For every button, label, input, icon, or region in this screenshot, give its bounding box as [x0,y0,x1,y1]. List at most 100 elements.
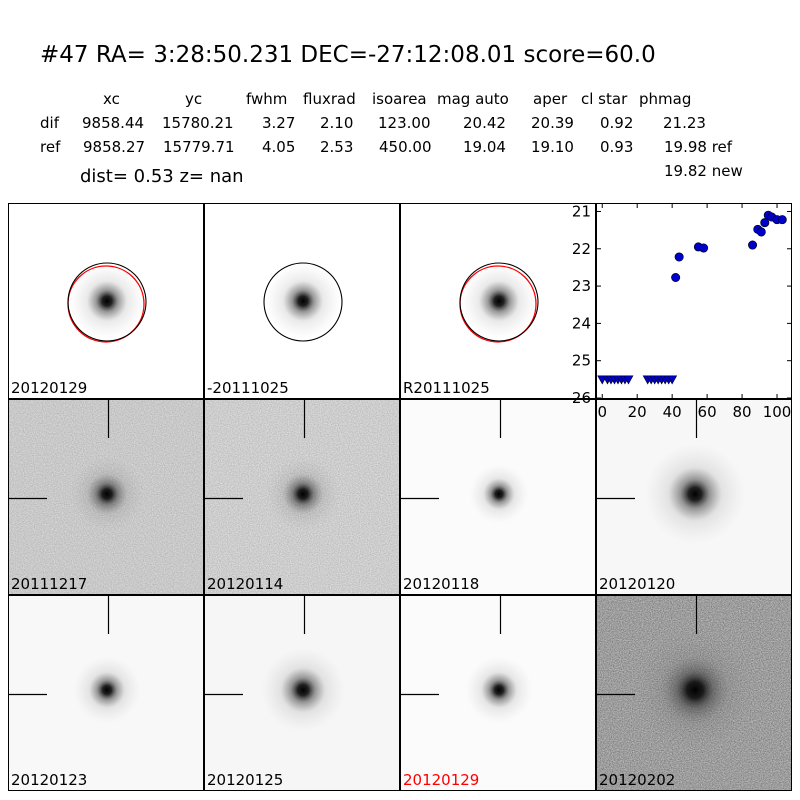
stamp-image [205,596,345,732]
ref-phmag: 19.98 ref [664,138,733,156]
row-ref-label: ref [40,138,61,156]
stamp-image [401,400,529,524]
stamp-panel: 20120125 [204,595,400,791]
new-phmag: 19.82 new [664,162,743,180]
x-tick-label: 100 [763,403,792,421]
ref-isoarea: 450.00 [379,138,432,156]
col-cl-star: cl star [581,90,628,108]
col-aper: aper [533,90,568,108]
dif-aper: 20.39 [531,114,574,132]
aperture-circle [459,262,539,342]
dif-yc: 15780.21 [162,114,234,132]
stamp-panel: 20111217 [8,399,204,595]
dif-mag-auto: 20.42 [463,114,506,132]
col-yc: yc [185,90,203,108]
col-mag-auto: mag auto [437,90,509,108]
x-tick-label: 60 [698,403,717,421]
star-source [87,281,127,321]
stamp-date-label: 20120129 [403,771,480,789]
dif-cl-star: 0.92 [600,114,634,132]
star-source [283,281,323,321]
detection-point [748,240,758,250]
stamp-date-label: 20120123 [11,771,88,789]
star-source [483,478,515,510]
detection-point [699,243,709,253]
stamp-panel: 20120118 [400,399,596,595]
stamp-image [9,400,203,594]
aperture-circle [67,262,147,342]
dif-fluxrad: 2.10 [320,114,354,132]
stamp-date-label: 20111217 [11,575,88,593]
stamp-image [205,400,399,594]
aperture-circle [263,262,343,342]
upper-limit-marker [667,375,678,385]
stamp-panel: 20120129 [400,595,596,791]
stamp-image [401,596,533,724]
y-tick-label: 23 [572,277,591,295]
lightcurve-chart: 21 22 23 24 25 26 0 20 40 60 80 100 [572,202,792,421]
ref-mag-auto: 19.04 [463,138,506,156]
stamp-image [459,262,539,343]
stamp-image [597,596,791,790]
row-dif-label: dif [40,114,59,132]
stamp-date-label: R20111025 [403,379,490,397]
y-tick-label: 22 [572,240,591,258]
page-title: #47 RA= 3:28:50.231 DEC=-27:12:08.01 sco… [40,42,656,68]
upper-limit-marker [623,375,634,385]
col-xc: xc [103,90,120,108]
x-tick-label: 20 [628,403,647,421]
stamp-date-label: 20120118 [403,575,480,593]
ref-fluxrad: 2.53 [320,138,354,156]
col-phmag: phmag [639,90,692,108]
star-source [87,474,127,514]
star-source [283,474,323,514]
stamp-image [263,262,343,342]
stamp-panel: 20120114 [204,399,400,595]
dif-phmag: 21.23 [663,114,706,132]
stamp-panel: 20120123 [8,595,204,791]
stamp-panel: R20111025 [400,203,596,399]
stamp-date-label: 20120129 [11,379,88,397]
detection-point [756,227,766,237]
star-source [281,668,325,712]
dist-z-readout: dist= 0.53 z= nan [80,166,244,187]
stamp-date-label: -20111025 [207,379,289,397]
stamp-panel: 20120202 [596,595,792,791]
y-tick-label: 21 [572,202,591,220]
y-tick-label: 24 [572,314,591,332]
detection-point [777,215,787,225]
stamp-panel: 20120120 [596,399,792,595]
stamp-date-label: 20120114 [207,575,284,593]
star-source [481,672,517,708]
star-source [479,281,519,321]
stamp-image [9,596,141,724]
ref-aper: 19.10 [531,138,574,156]
ref-yc: 15779.71 [163,138,235,156]
detection-point [760,218,770,228]
ref-cl-star: 0.93 [600,138,634,156]
stamp-date-label: 20120120 [599,575,676,593]
dif-xc: 9858.44 [82,114,145,132]
stamp-panel: 20120129 [8,203,204,399]
x-tick-label: 0 [597,403,607,421]
star-source [89,672,125,708]
stamp-panel: -20111025 [204,203,400,399]
y-tick-label: 25 [572,352,591,370]
col-isoarea: isoarea [372,90,427,108]
ref-xc: 9858.27 [83,138,146,156]
stamp-image [67,262,147,343]
star-source [668,467,722,521]
stamp-date-label: 20120202 [599,771,676,789]
col-fwhm: fwhm [246,90,288,108]
dif-fwhm: 3.27 [262,114,296,132]
stamp-image [597,400,746,545]
x-tick-label: 40 [663,403,682,421]
ref-fwhm: 4.05 [262,138,296,156]
detection-point [671,272,681,282]
x-tick-label: 80 [733,403,752,421]
star-source [662,657,728,723]
stamp-date-label: 20120125 [207,771,284,789]
col-fluxrad: fluxrad [303,90,356,108]
detection-point [674,252,684,262]
dif-isoarea: 123.00 [378,114,431,132]
